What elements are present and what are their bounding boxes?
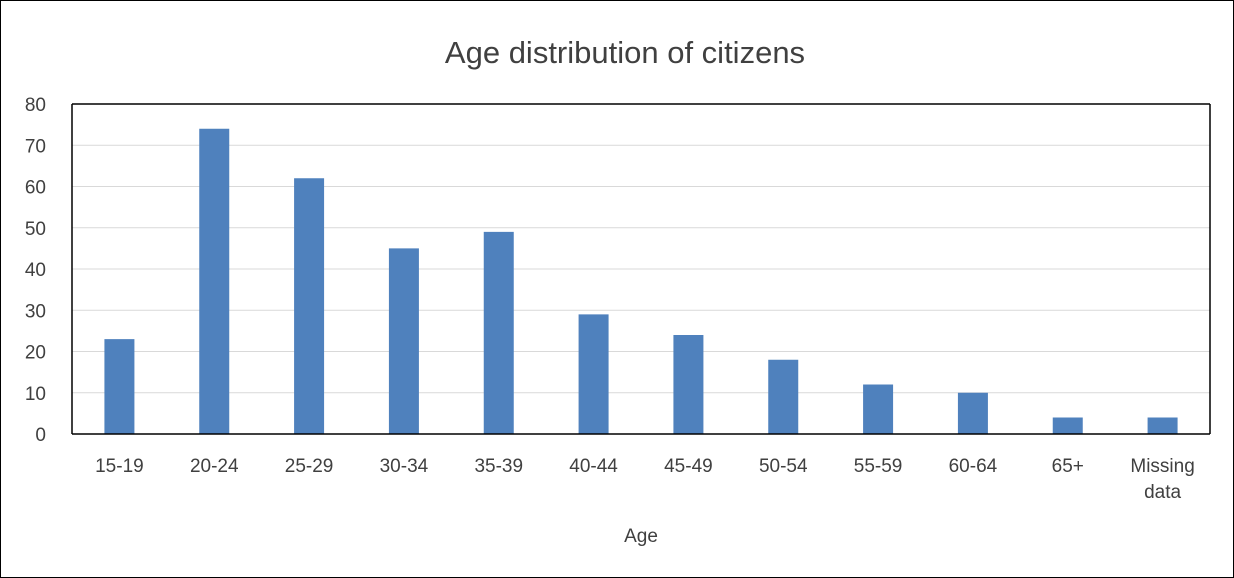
x-tick-label-20-24: 20-24 [190,456,239,477]
x-tick-label-line: Missing [1130,456,1194,477]
x-tick-label-line: data [1144,482,1181,503]
y-tick-labels: 0 10 20 30 40 50 60 70 80 [25,95,46,446]
x-tick-label-55-59: 55-59 [854,456,903,477]
x-tick-label-25-29: 25-29 [285,456,334,477]
x-tick-label-15-19: 15-19 [95,456,144,477]
y-tick-label-20: 20 [25,343,46,364]
bar-20-24 [199,128,230,434]
bar-15-19 [104,339,135,434]
y-tick-label-70: 70 [25,136,46,157]
x-tick-label-60-64: 60-64 [949,456,998,477]
bar-30-34 [388,248,419,434]
bar-65- [1052,417,1083,434]
axes [71,103,1211,435]
chart-title: Age distribution of citizens [445,35,805,70]
x-tick-labels: 15-19 20-24 25-29 30-34 35-39 40-44 45-49 50-54… [95,456,1195,503]
x-tick-label-missing-data: Missing data [1130,456,1194,503]
y-tick-label-80: 80 [25,95,46,116]
bar-45-49 [673,335,704,434]
y-tick-label-40: 40 [25,260,46,281]
bar-60-64 [957,392,988,434]
y-tick-label-0: 0 [35,425,46,446]
bar-35-39 [483,231,514,434]
x-axis-title: Age [624,526,658,547]
y-tick-label-30: 30 [25,301,46,322]
x-tick-label-30-34: 30-34 [380,456,429,477]
y-tick-label-60: 60 [25,178,46,199]
gridlines [72,103,1210,394]
bar-55-59 [863,384,894,434]
x-tick-label-40-44: 40-44 [569,456,618,477]
y-tick-label-10: 10 [25,384,46,405]
bar-50-54 [768,359,799,434]
x-tick-label-35-39: 35-39 [474,456,523,477]
x-tick-label-65-: 65+ [1052,456,1084,477]
bar-25-29 [294,178,325,434]
bar-missing-data [1147,417,1178,434]
bars [104,128,1178,434]
y-tick-label-50: 50 [25,219,46,240]
x-tick-label-45-49: 45-49 [664,456,713,477]
x-tick-label-50-54: 50-54 [759,456,808,477]
bar-40-44 [578,314,609,434]
